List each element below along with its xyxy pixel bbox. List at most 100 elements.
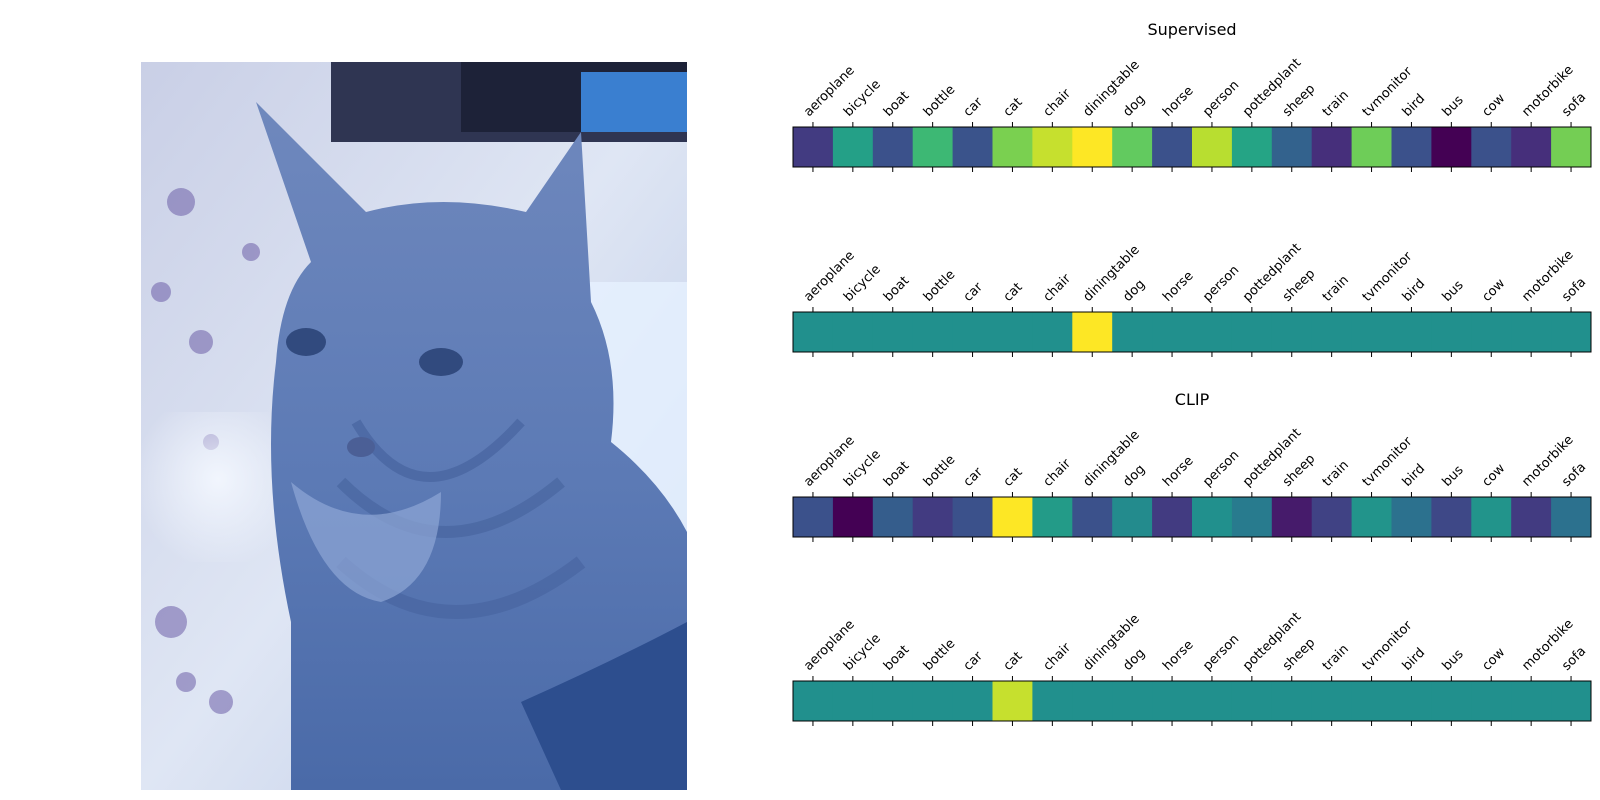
heatmap-cell [832, 127, 874, 167]
heatmap-cell [1551, 312, 1592, 352]
tick-label: boat [881, 459, 912, 490]
heatmap-cell [1471, 127, 1512, 167]
heatmap-cell [1152, 681, 1193, 721]
heatmap-cell [952, 127, 993, 167]
heatmap-cell [1032, 497, 1073, 537]
heatmap-cell [1112, 497, 1153, 537]
heatmap-cell [1072, 312, 1113, 352]
tick-label: sofa [1559, 460, 1589, 490]
tick-label: sheep [1280, 81, 1318, 119]
heatmap-cell [832, 497, 874, 537]
tick-label: train [1320, 88, 1352, 120]
tick-label: person [1200, 632, 1242, 674]
tick-label: bus [1440, 463, 1467, 490]
heatmap-cell [1351, 497, 1392, 537]
heatmap-cell [793, 312, 834, 352]
heatmap-cell [1431, 497, 1472, 537]
heatmap-cell [1271, 312, 1313, 352]
heatmap-cell [1192, 312, 1233, 352]
tick-label: chair [1041, 640, 1075, 674]
heatmap-cell [1391, 127, 1432, 167]
heatmap-cell [912, 312, 954, 352]
tick-label: cow [1479, 645, 1508, 674]
heatmap-cell [1271, 497, 1313, 537]
tick-label: cow [1479, 276, 1508, 305]
tick-label: person [1200, 78, 1242, 120]
heatmap-cell [1231, 312, 1273, 352]
heatmap-cell [1192, 127, 1233, 167]
heatmap-cell [992, 312, 1033, 352]
tick-label: dog [1120, 646, 1148, 674]
tick-label: bottle [921, 636, 958, 673]
tick-label: boat [881, 89, 912, 120]
heatmap-cell [912, 127, 954, 167]
tick-label: car [961, 94, 987, 120]
heatmap-cell [1471, 312, 1512, 352]
heatmap-cell [1551, 127, 1592, 167]
heatmap-cell [1271, 681, 1313, 721]
heatmap-cell [992, 127, 1033, 167]
heatmap-cell [992, 497, 1033, 537]
heatmap-cell [872, 681, 914, 721]
heatmap-cell [1152, 497, 1193, 537]
heatmap-cell [952, 312, 993, 352]
heatmap-cell [1391, 681, 1432, 721]
heatmap-cell [992, 681, 1033, 721]
heatmap-cell [912, 497, 954, 537]
heatmap-cell [1471, 681, 1512, 721]
heatmap-cell [1112, 681, 1153, 721]
tick-label: boat [881, 274, 912, 305]
heatmap-cell [1511, 681, 1552, 721]
heatmap-frame [792, 311, 1592, 353]
heatmap-cell [1072, 497, 1113, 537]
heatmap-frame [792, 126, 1592, 168]
heatmap-frame [792, 496, 1592, 538]
tick-label: dog [1120, 462, 1148, 490]
heatmap-cell [912, 681, 954, 721]
tick-label: bird [1400, 461, 1428, 489]
heatmap-cell [1431, 312, 1472, 352]
tick-label: chair [1041, 271, 1075, 305]
heatmap-cell [1431, 681, 1472, 721]
tick-label: train [1320, 458, 1352, 490]
tick-label: bird [1400, 91, 1428, 119]
heatmap-cell [1032, 312, 1073, 352]
tick-label: train [1320, 273, 1352, 305]
heatmap-cell [1511, 497, 1552, 537]
tick-label: boat [881, 643, 912, 674]
tick-label: sheep [1280, 451, 1318, 489]
heatmap-cell [1391, 312, 1432, 352]
tick-label: dog [1120, 277, 1148, 305]
tick-label: horse [1160, 638, 1196, 674]
tick-label: car [961, 648, 987, 674]
heatmap-cell [1112, 312, 1153, 352]
panel-title: Supervised [1147, 20, 1236, 39]
tick-label: bottle [921, 452, 958, 489]
tick-label: horse [1160, 84, 1196, 120]
heatmap-cell [1152, 127, 1193, 167]
heatmap-cell [1271, 127, 1313, 167]
heatmap-cell [1311, 497, 1353, 537]
tick-label: horse [1160, 454, 1196, 490]
tick-label: sheep [1280, 266, 1318, 304]
tick-label: bottle [921, 267, 958, 304]
tick-label: cat [1001, 465, 1026, 490]
heatmap-cell [1032, 127, 1073, 167]
tick-label: horse [1160, 269, 1196, 305]
tick-label: train [1320, 642, 1352, 674]
tick-label: bus [1440, 278, 1467, 305]
tick-label: cow [1479, 461, 1508, 490]
tick-label: chair [1041, 86, 1075, 120]
heatmap-cell [1311, 312, 1353, 352]
heatmap-cell [952, 681, 993, 721]
heatmap-cell [872, 312, 914, 352]
heatmap-cell [793, 127, 834, 167]
heatmap-cell [1231, 681, 1273, 721]
heatmap-cell [872, 127, 914, 167]
tick-label: person [1200, 263, 1242, 305]
heatmap-cell [872, 497, 914, 537]
heatmap-frame [792, 680, 1592, 722]
